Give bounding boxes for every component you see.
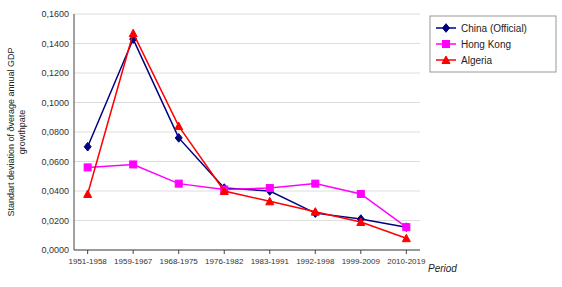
plot-area bbox=[84, 29, 411, 242]
x-tick bbox=[315, 250, 316, 254]
legend-box bbox=[430, 16, 556, 72]
legend-marker bbox=[442, 56, 450, 64]
legend-label: Hong Kong bbox=[461, 39, 511, 50]
x-tick-label: 1992-1998 bbox=[296, 257, 335, 266]
legend-marker bbox=[443, 41, 450, 48]
y-tick-label: 0,1600 bbox=[41, 9, 69, 19]
x-tick bbox=[133, 250, 134, 254]
y-tick-label: 0,1400 bbox=[41, 39, 69, 49]
grid-line bbox=[74, 250, 420, 251]
grid-line bbox=[74, 102, 420, 103]
x-tick-label: 1951-1958 bbox=[69, 257, 108, 266]
x-tick bbox=[269, 250, 270, 254]
y-axis-label: Standart deviation of ðverage annual GDP… bbox=[6, 47, 27, 216]
point bbox=[403, 223, 410, 232]
grid-line bbox=[74, 14, 420, 15]
grid-line bbox=[74, 73, 420, 74]
grid-line bbox=[74, 43, 420, 44]
point bbox=[175, 134, 182, 143]
point bbox=[84, 142, 91, 151]
point bbox=[402, 234, 410, 242]
x-tick-label: 1968-1975 bbox=[160, 257, 199, 266]
x-tick bbox=[360, 250, 361, 254]
grid-line bbox=[74, 191, 420, 192]
point bbox=[357, 218, 365, 226]
point bbox=[266, 185, 273, 192]
x-tick bbox=[178, 250, 179, 254]
x-tick-label: 1959-1967 bbox=[114, 257, 153, 266]
x-tick-label: 1983-1991 bbox=[251, 257, 290, 266]
grid-line bbox=[74, 132, 420, 133]
chart: 0,0000 0,0200 0,0400 0,0600 0,0800 0,1000 0,12… bbox=[0, 0, 562, 287]
y-tick-label: 0,1200 bbox=[41, 68, 69, 78]
legend: China (Official) Hong Kong Algeria bbox=[430, 16, 556, 72]
series-line bbox=[88, 33, 407, 238]
y-axis: 0,0000 0,0200 0,0400 0,0600 0,0800 0,1000 0,12… bbox=[41, 9, 420, 255]
annotation: Period bbox=[428, 263, 457, 274]
series-line bbox=[88, 39, 407, 227]
point bbox=[175, 180, 182, 187]
x-axis-line bbox=[74, 250, 420, 251]
x-tick-label: 1976-1982 bbox=[205, 257, 244, 266]
legend-label: China (Official) bbox=[461, 23, 527, 34]
point bbox=[357, 190, 364, 197]
point bbox=[129, 29, 137, 37]
point bbox=[84, 190, 92, 198]
y-tick-label: 0,0000 bbox=[41, 245, 69, 255]
point bbox=[403, 224, 410, 231]
y-tick-label: 0,1000 bbox=[41, 98, 69, 108]
grid-line bbox=[74, 161, 420, 162]
x-tick bbox=[224, 250, 225, 254]
point bbox=[312, 180, 319, 187]
legend-label: Algeria bbox=[461, 55, 493, 66]
x-tick bbox=[406, 250, 407, 254]
y-tick-label: 0,0600 bbox=[41, 157, 69, 167]
x-axis: 1951-1958 1959-1967 1968-1975 1976-1982 1983… bbox=[69, 250, 426, 266]
y-axis-line bbox=[74, 14, 75, 250]
y-tick-label: 0,0400 bbox=[41, 186, 69, 196]
point bbox=[84, 164, 91, 171]
point bbox=[220, 187, 228, 195]
y-tick-label: 0,0200 bbox=[41, 216, 69, 226]
point bbox=[311, 208, 319, 216]
y-tick-label: 0,0800 bbox=[41, 127, 69, 137]
legend-marker bbox=[443, 24, 450, 33]
point bbox=[266, 197, 274, 205]
x-tick-label: 2010-2019 bbox=[387, 257, 426, 266]
x-tick-label: 1999-2009 bbox=[342, 257, 381, 266]
point bbox=[130, 161, 137, 168]
x-tick bbox=[87, 250, 88, 254]
point bbox=[175, 122, 183, 130]
